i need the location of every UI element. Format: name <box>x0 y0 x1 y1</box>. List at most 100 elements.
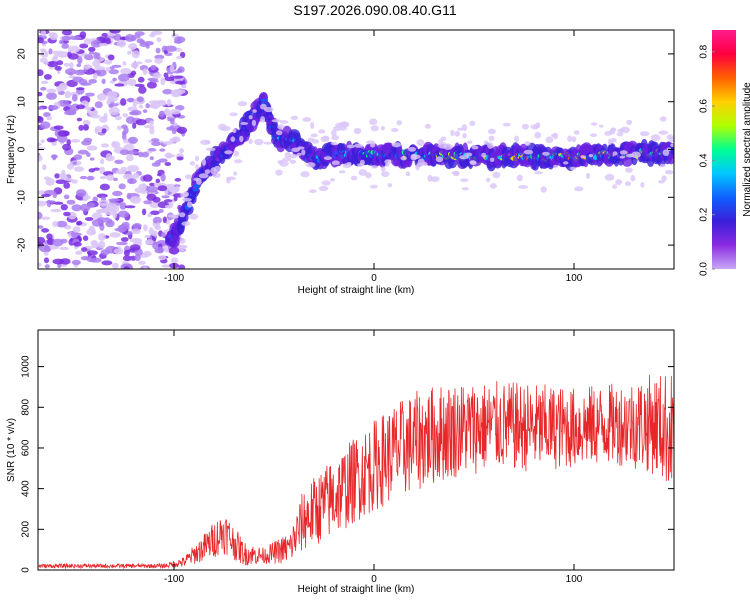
noise-blob <box>128 136 138 144</box>
faint-blob <box>195 164 200 170</box>
noise-blob <box>138 104 143 109</box>
noise-blob <box>105 153 113 161</box>
noise-blob <box>86 175 95 181</box>
noise-blob <box>38 37 44 44</box>
faint-blob <box>610 137 617 143</box>
faint-blob <box>424 123 431 129</box>
spectral-blobs <box>38 30 674 269</box>
noise-blob <box>155 47 161 54</box>
faint-blob <box>450 129 455 137</box>
noise-blob <box>126 97 135 103</box>
noise-blob <box>138 183 148 190</box>
noise-blob <box>143 200 153 205</box>
noise-blob <box>149 126 155 135</box>
noise-blob <box>152 196 161 203</box>
noise-blob <box>126 150 139 155</box>
noise-blob <box>91 242 99 249</box>
noise-blob <box>54 65 62 71</box>
noise-blob <box>61 30 73 36</box>
faint-blob <box>661 175 667 182</box>
faint-blob <box>332 126 342 132</box>
faint-blob <box>461 124 468 132</box>
x-tick-label: 100 <box>566 574 583 585</box>
y-tick-label: -20 <box>17 237 28 252</box>
noise-blob <box>147 213 152 218</box>
faint-blob <box>338 170 346 174</box>
faint-blob <box>454 130 460 137</box>
noise-blob <box>164 199 173 203</box>
noise-blob <box>71 259 81 265</box>
noise-blob <box>92 72 98 80</box>
noise-blob <box>79 175 88 180</box>
noise-blob <box>147 148 157 152</box>
noise-blob <box>77 56 83 65</box>
noise-blob <box>38 236 46 244</box>
noise-blob <box>149 120 154 126</box>
noise-blob <box>123 266 130 269</box>
noise-blob <box>136 96 144 103</box>
noise-blob <box>45 200 56 204</box>
noise-blob <box>138 85 147 94</box>
noise-blob <box>60 204 68 211</box>
noise-blob <box>95 68 107 77</box>
faint-blob <box>530 124 540 130</box>
noise-blob <box>41 80 49 85</box>
noise-blob <box>148 100 161 104</box>
noise-blob <box>99 202 108 207</box>
faint-blob <box>626 153 635 158</box>
noise-blob <box>164 76 174 82</box>
noise-blob <box>61 169 66 176</box>
faint-blob <box>588 154 593 158</box>
faint-blob <box>331 160 340 165</box>
faint-blob <box>196 177 202 185</box>
noise-blob <box>150 210 160 216</box>
noise-blob <box>83 38 92 45</box>
noise-blob <box>101 260 113 266</box>
noise-blob <box>149 79 159 83</box>
noise-blob <box>76 87 85 91</box>
noise-blob <box>54 173 60 179</box>
faint-blob <box>339 121 349 128</box>
noise-blob <box>39 48 47 52</box>
noise-blob <box>143 250 152 257</box>
noise-blob <box>94 126 103 132</box>
noise-blob <box>83 65 91 70</box>
noise-blob <box>115 241 128 246</box>
ridge-halo <box>670 146 674 155</box>
y-tick-label: 0 <box>21 567 32 573</box>
noise-blob <box>134 254 141 262</box>
faint-blob <box>416 139 425 147</box>
faint-blob <box>237 101 248 107</box>
noise-blob <box>73 166 85 172</box>
noise-blob <box>69 61 74 70</box>
faint-blob <box>487 142 494 149</box>
noise-blob <box>61 36 71 41</box>
noise-blob <box>63 211 71 217</box>
y-tick-label: 200 <box>21 521 32 538</box>
faint-blob <box>518 185 528 189</box>
faint-blob <box>630 174 636 182</box>
faint-blob <box>639 131 650 137</box>
noise-blob <box>40 216 51 220</box>
chart-title: S197.2026.090.08.40.G11 <box>293 2 457 18</box>
noise-blob <box>151 230 158 237</box>
faint-blob <box>467 140 473 144</box>
faint-blob <box>461 187 470 191</box>
noise-blob <box>57 130 69 137</box>
noise-blob <box>46 92 57 100</box>
noise-blob <box>79 31 87 39</box>
noise-blob <box>117 210 129 218</box>
faint-blob <box>358 169 368 176</box>
noise-blob <box>161 195 170 199</box>
noise-blob <box>40 139 45 143</box>
faint-blob <box>490 157 495 162</box>
noise-blob <box>73 154 83 160</box>
noise-blob <box>103 112 108 121</box>
faint-blob <box>309 189 317 194</box>
noise-blob <box>128 111 139 116</box>
noise-blob <box>88 109 99 117</box>
faint-blob <box>522 123 529 130</box>
faint-blob <box>670 143 674 147</box>
noise-blob <box>112 210 118 219</box>
noise-blob <box>72 226 81 233</box>
